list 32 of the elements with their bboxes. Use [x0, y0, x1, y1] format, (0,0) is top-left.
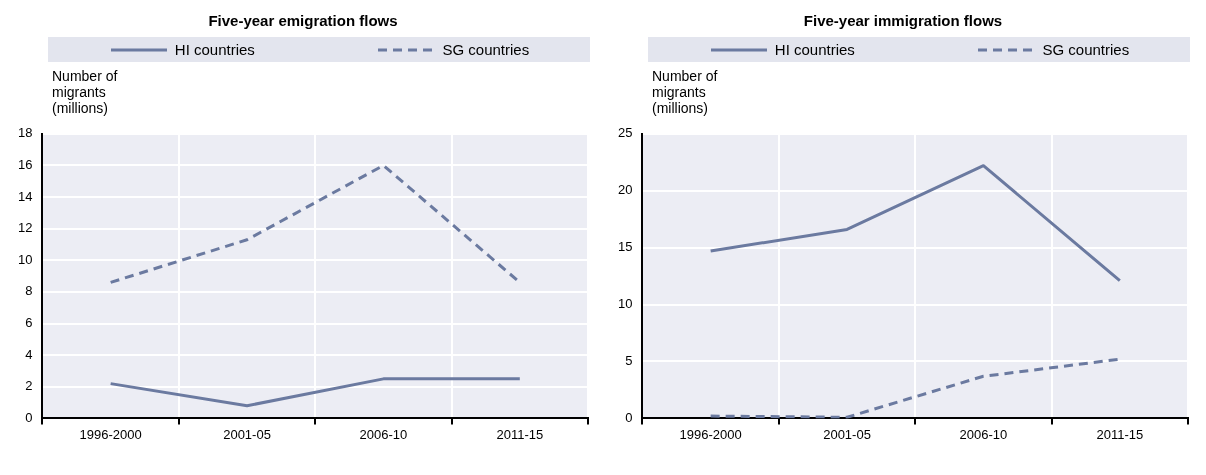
x-tick-label: 2006-10	[959, 426, 1008, 442]
y-tick-label: 18	[17, 125, 33, 141]
x-tick-label: 1996-2000	[79, 426, 142, 442]
y-tick-label: 14	[17, 188, 33, 204]
y-tick-label: 16	[17, 157, 33, 172]
y-tick-label: 2	[25, 378, 33, 394]
x-tick-label: 2001-05	[223, 426, 271, 442]
y-tick-label: 4	[25, 346, 33, 362]
legend-label: HI countries	[774, 41, 855, 58]
y-tick-label: 5	[625, 353, 633, 369]
x-tick-label: 2011-15	[496, 426, 544, 442]
x-tick-label: 2001-05	[823, 426, 871, 442]
y-tick-label: 0	[625, 409, 633, 425]
y-tick-label: 0	[25, 409, 33, 425]
chart-title: Five-year emigration flows	[207, 11, 399, 31]
y-tick-label: 8	[25, 283, 33, 299]
y-axis-title: Number of migrants (millions)	[652, 68, 719, 116]
x-tick-label: 2011-15	[1096, 426, 1144, 442]
y-tick-label: 25	[617, 125, 633, 141]
legend-label: SG countries	[1042, 41, 1130, 58]
x-tick-label: 1996-2000	[679, 426, 742, 442]
y-tick-label: 10	[617, 296, 633, 312]
chart-title: Five-year immigration flows	[802, 11, 1004, 31]
legend-label: HI countries	[174, 41, 255, 58]
y-tick-label: 10	[17, 251, 33, 267]
y-tick-label: 12	[17, 220, 33, 236]
y-axis-title: Number of migrants (millions)	[52, 68, 119, 116]
legend-label: SG countries	[442, 41, 530, 58]
y-tick-label: 20	[617, 182, 633, 198]
x-tick-label: 2006-10	[359, 426, 408, 442]
y-tick-label: 15	[617, 239, 633, 255]
y-tick-label: 6	[25, 315, 33, 331]
